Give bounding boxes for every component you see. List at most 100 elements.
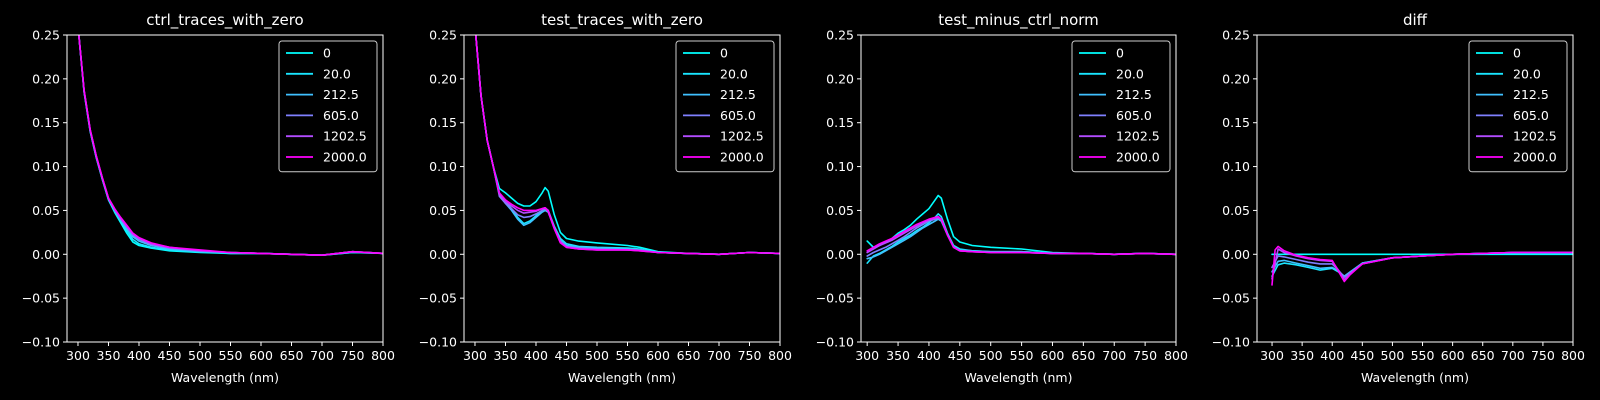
- legend-entry: 1202.5: [323, 129, 367, 144]
- legend-entry: 0: [323, 46, 331, 61]
- plot-frame: [860, 34, 1177, 343]
- series-group: [866, 194, 1176, 264]
- legend-entry: 212.5: [323, 87, 359, 102]
- x-tick-label: 800: [768, 348, 792, 363]
- y-tick-label: 0.25: [1222, 28, 1250, 43]
- x-tick-label: 700: [1102, 348, 1126, 363]
- panel-diff: 300 350 400 450 500 550 600 650 700 750 800 −0.10 −0…: [1212, 11, 1585, 385]
- series-group: [474, 35, 780, 256]
- x-tick-label: 300: [1260, 348, 1284, 363]
- x-tick-label: 800: [1164, 348, 1188, 363]
- legend-entry: 1202.5: [1116, 129, 1160, 144]
- legend-entry: 0: [1513, 46, 1521, 61]
- legend-entry: 212.5: [1513, 87, 1549, 102]
- x-tick-label: 600: [1441, 348, 1465, 363]
- y-tick-label: −0.05: [419, 291, 457, 306]
- legend: 0 20.0 212.5 605.0 1202.5 2000.0: [278, 40, 378, 173]
- x-tick-label: 500: [188, 348, 212, 363]
- y-tick-label: 0.25: [826, 28, 854, 43]
- legend-entry: 605.0: [323, 108, 359, 123]
- x-tick-label: 700: [310, 348, 334, 363]
- series-line-2000.0: [866, 215, 1176, 256]
- y-tick-label: 0.10: [826, 159, 854, 174]
- x-tick-label: 400: [524, 348, 548, 363]
- panel-test_traces_with_zero: 300 350 400 450 500 550 600 650 700 750 800 −0.10 −0…: [419, 11, 792, 385]
- x-tick-label: 450: [948, 348, 972, 363]
- x-tick-label: 750: [1133, 348, 1157, 363]
- x-tick-label: 550: [219, 348, 243, 363]
- x-axis-label: Wavelength (nm): [171, 370, 279, 385]
- y-tick-label: 0.00: [32, 247, 60, 262]
- legend-entry: 0: [1116, 46, 1124, 61]
- legend: 0 20.0 212.5 605.0 1202.5 2000.0: [675, 40, 775, 173]
- x-tick-label: 650: [280, 348, 304, 363]
- legend-entry: 605.0: [1116, 108, 1152, 123]
- y-tick-label: 0.25: [429, 28, 457, 43]
- legend-entry: 2000.0: [323, 150, 367, 165]
- x-tick-label: 600: [1041, 348, 1065, 363]
- x-tick-label: 500: [979, 348, 1003, 363]
- y-tick-label: 0.10: [32, 159, 60, 174]
- x-tick-label: 400: [917, 348, 941, 363]
- x-tick-label: 300: [66, 348, 90, 363]
- y-tick-label: −0.10: [816, 335, 854, 350]
- x-tick-label: 600: [249, 348, 273, 363]
- y-tick-label: 0.00: [429, 247, 457, 262]
- y-tick-label: 0.10: [429, 159, 457, 174]
- y-tick-label: −0.10: [419, 335, 457, 350]
- series-group: [78, 35, 383, 256]
- x-tick-label: 800: [371, 348, 395, 363]
- legend-entry: 1202.5: [1513, 129, 1557, 144]
- chart-title: test_minus_ctrl_norm: [938, 11, 1099, 30]
- x-tick-label: 700: [1501, 348, 1525, 363]
- y-tick-label: 0.15: [826, 115, 854, 130]
- y-tick-label: 0.15: [1222, 115, 1250, 130]
- y-tick-label: 0.25: [32, 28, 60, 43]
- x-axis-label: Wavelength (nm): [568, 370, 676, 385]
- y-tick-label: −0.10: [1212, 335, 1250, 350]
- x-tick-label: 350: [494, 348, 518, 363]
- y-tick-label: 0.20: [826, 71, 854, 86]
- chart-title: ctrl_traces_with_zero: [146, 11, 303, 30]
- y-tick-label: 0.20: [429, 71, 457, 86]
- series-line-0: [474, 35, 780, 256]
- series-line-2000.0: [1271, 245, 1573, 286]
- series-line-605.0: [866, 217, 1176, 257]
- y-tick-label: 0.05: [826, 203, 854, 218]
- x-tick-label: 550: [616, 348, 640, 363]
- x-tick-label: 300: [463, 348, 487, 363]
- legend-entry: 212.5: [1116, 87, 1152, 102]
- x-tick-label: 650: [1071, 348, 1095, 363]
- series-line-0: [866, 194, 1176, 256]
- chart-title: diff: [1403, 11, 1428, 29]
- y-tick-label: 0.05: [429, 203, 457, 218]
- legend: 0 20.0 212.5 605.0 1202.5 2000.0: [1468, 40, 1568, 173]
- x-tick-label: 550: [1010, 348, 1034, 363]
- x-tick-label: 450: [555, 348, 579, 363]
- x-tick-label: 450: [1350, 348, 1374, 363]
- x-tick-label: 700: [707, 348, 731, 363]
- y-tick-label: 0.20: [32, 71, 60, 86]
- legend-entry: 2000.0: [720, 150, 764, 165]
- legend-entry: 20.0: [1116, 66, 1144, 81]
- legend-entry: 605.0: [1513, 108, 1549, 123]
- x-tick-label: 350: [1290, 348, 1314, 363]
- legend-entry: 0: [720, 46, 728, 61]
- x-tick-label: 750: [1531, 348, 1555, 363]
- x-axis-label: Wavelength (nm): [965, 370, 1073, 385]
- y-tick-label: −0.05: [816, 291, 854, 306]
- legend-entry: 605.0: [720, 108, 756, 123]
- y-tick-label: 0.10: [1222, 159, 1250, 174]
- y-tick-label: 0.15: [429, 115, 457, 130]
- series-group: [1271, 245, 1573, 286]
- legend-entry: 20.0: [323, 66, 351, 81]
- y-tick-label: 0.20: [1222, 71, 1250, 86]
- x-tick-label: 750: [341, 348, 365, 363]
- series-line-2000.0: [474, 35, 780, 256]
- x-tick-label: 400: [127, 348, 151, 363]
- legend-entry: 2000.0: [1513, 150, 1557, 165]
- plot-frame: [463, 34, 781, 343]
- x-tick-label: 500: [585, 348, 609, 363]
- legend: 0 20.0 212.5 605.0 1202.5 2000.0: [1071, 40, 1171, 173]
